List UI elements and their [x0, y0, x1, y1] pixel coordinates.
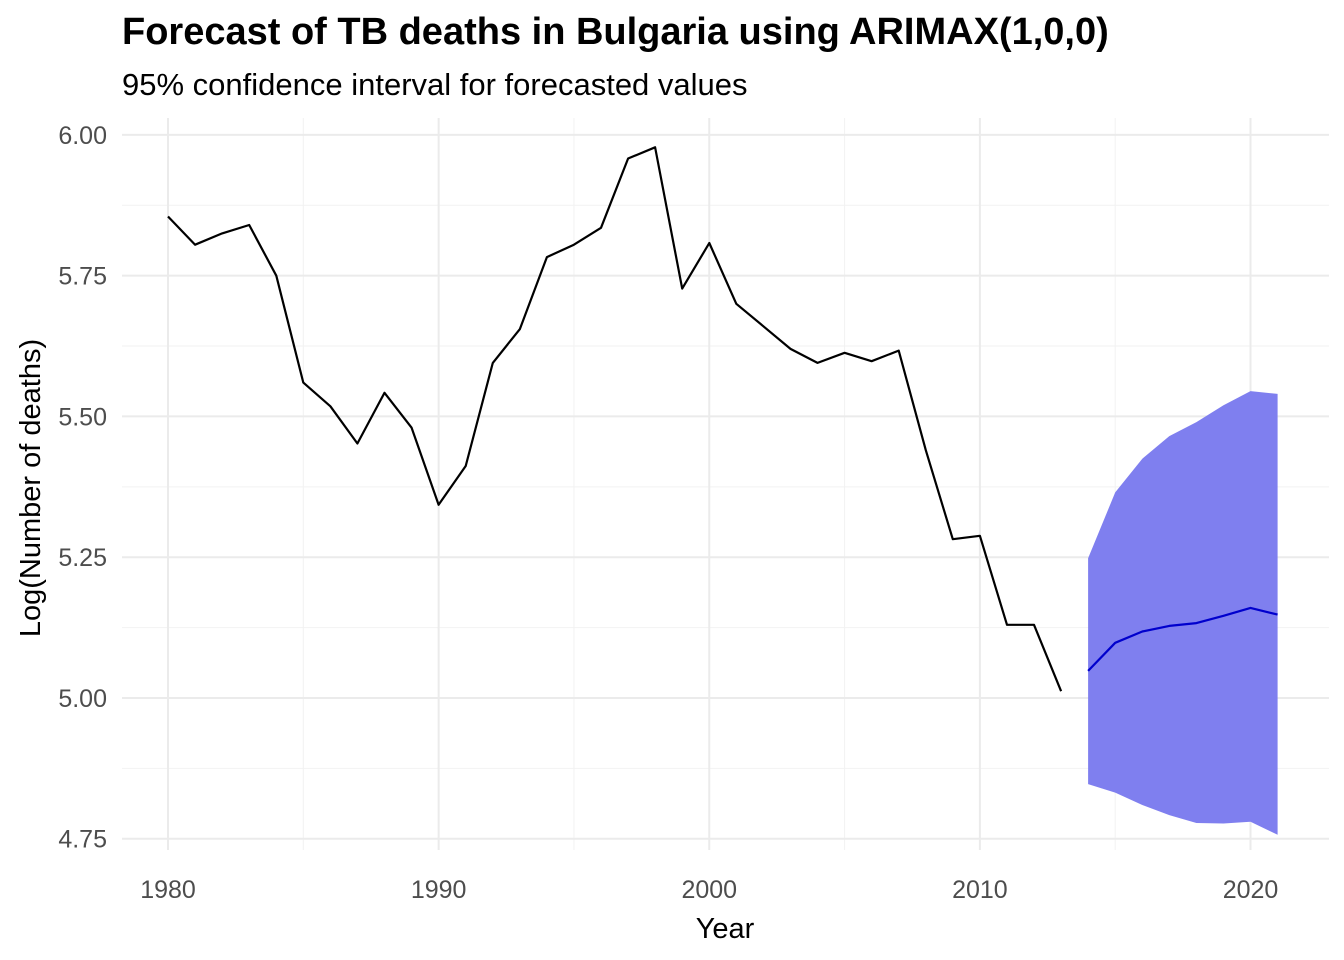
x-tick-label: 2010 — [952, 876, 1008, 904]
y-tick-label: 5.00 — [58, 685, 107, 713]
observed-series-line — [167, 146, 1063, 692]
forecast-series-line — [1087, 606, 1278, 672]
x-tick-label: 1990 — [411, 876, 467, 904]
x-axis-ticks: 1980 1990 2000 2010 2020 — [140, 876, 1278, 904]
y-tick-label: 5.50 — [58, 403, 107, 431]
x-axis-title: Year — [696, 913, 755, 945]
x-tick-label: 1980 — [140, 876, 196, 904]
y-axis-title: Log(Number of deaths) — [15, 339, 47, 637]
forecast-confidence-band — [1088, 391, 1278, 835]
chart-subtitle: 95% confidence interval for forecasted v… — [122, 67, 748, 102]
x-tick-label: 2020 — [1223, 876, 1279, 904]
x-tick-label: 2000 — [681, 876, 737, 904]
y-tick-label: 4.75 — [58, 826, 107, 854]
minor-gridlines — [122, 118, 1329, 850]
y-tick-label: 6.00 — [58, 122, 107, 150]
chart-title: Forecast of TB deaths in Bulgaria using … — [122, 11, 1109, 53]
y-tick-label: 5.25 — [58, 544, 107, 572]
y-axis-ticks: 4.75 5.00 5.25 5.50 5.75 6.00 — [58, 122, 107, 854]
y-tick-label: 5.75 — [58, 263, 107, 291]
